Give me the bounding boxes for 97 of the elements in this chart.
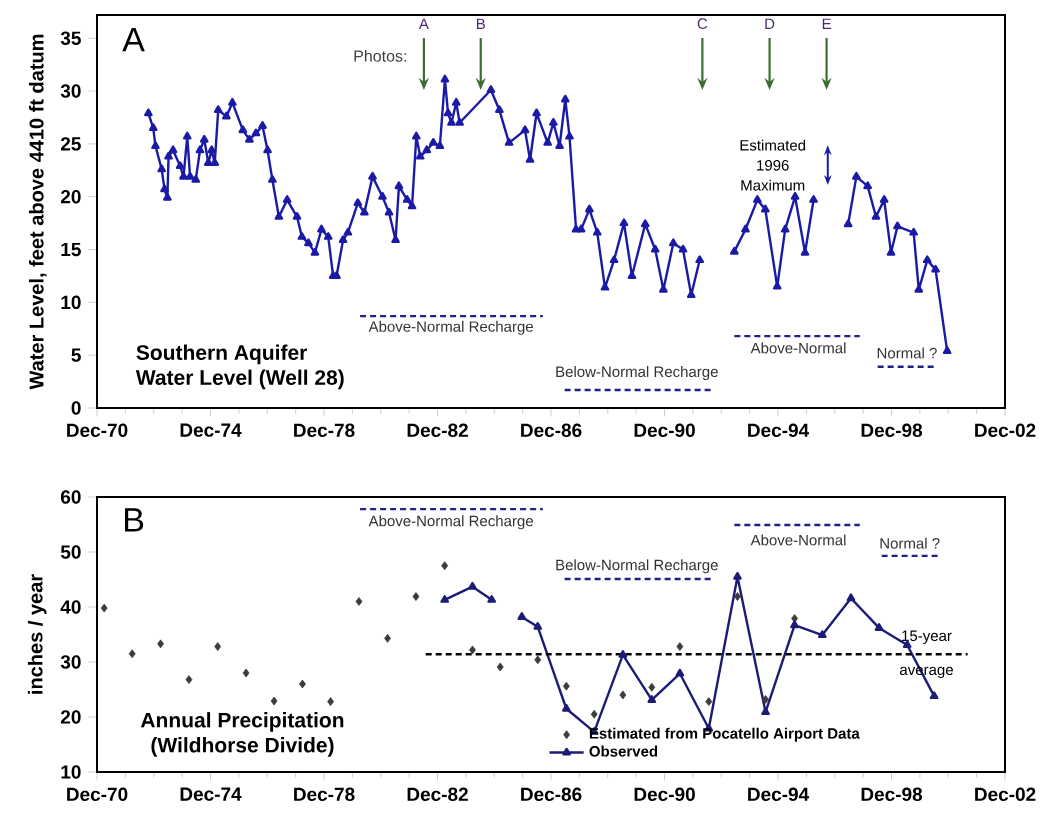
annotation: Normal ? <box>880 537 940 549</box>
point <box>412 592 420 601</box>
x-tick-label: Dec-98 <box>861 423 923 438</box>
point <box>384 633 391 643</box>
annotation: Normal ? <box>877 347 937 359</box>
point <box>100 603 108 613</box>
legend-label: Estimated from Pocatello Airport Data <box>589 727 860 742</box>
annotation: A <box>418 18 429 29</box>
annotation: Above-Normal Recharge <box>368 515 533 530</box>
x-tick-label: Dec-70 <box>67 423 128 438</box>
point <box>270 696 278 706</box>
annotation: Photos: <box>354 49 406 62</box>
y-tick-label: 35 <box>60 31 81 45</box>
point <box>487 595 497 603</box>
y-tick-label: 10 <box>61 765 81 779</box>
x-tick-label: Dec-78 <box>294 787 355 802</box>
point <box>647 695 657 703</box>
point <box>440 595 449 603</box>
text: Annual Precipitation <box>140 712 344 732</box>
point <box>299 679 306 689</box>
annotation: B <box>125 508 144 532</box>
point <box>533 622 543 630</box>
annotation: Above-Normal <box>750 342 846 354</box>
y-tick-label: 20 <box>60 710 81 724</box>
y-tick-label: 25 <box>60 137 81 151</box>
point <box>441 561 449 571</box>
y-tick-label: 30 <box>60 84 81 98</box>
point <box>469 645 476 655</box>
y-tick-label: 20 <box>60 189 81 204</box>
annotation: Above-Normal <box>750 534 846 546</box>
point <box>496 662 504 672</box>
x-tick-label: Dec-90 <box>634 423 695 438</box>
x-tick-label: Dec-94 <box>748 423 810 438</box>
point <box>734 592 741 601</box>
point <box>618 650 628 658</box>
x-tick-label: Dec-02 <box>975 423 1036 438</box>
point <box>761 707 770 716</box>
x-tick-label: Dec-70 <box>67 787 128 802</box>
y-tick-label: 60 <box>60 490 81 504</box>
x-tick-label: Dec-94 <box>748 787 810 802</box>
point <box>874 623 884 631</box>
point <box>675 668 685 677</box>
point <box>355 597 363 606</box>
annotation: D <box>765 18 775 29</box>
y-axis-title: Water Level, feet above 4410 ft datum <box>28 34 47 390</box>
point <box>534 655 542 665</box>
x-tick-label: Dec-86 <box>521 423 582 438</box>
text: Water Level (Well 28) <box>135 369 344 390</box>
y-tick-label: 30 <box>60 655 81 669</box>
point <box>733 571 742 580</box>
annotation: C <box>697 18 708 29</box>
point <box>846 593 856 602</box>
y-tick-label: 50 <box>60 545 81 559</box>
x-tick-label: Dec-74 <box>180 423 242 437</box>
point <box>790 620 799 629</box>
y-tick-label: 0 <box>71 401 81 415</box>
x-tick-label: Dec-98 <box>861 787 923 802</box>
point <box>128 649 136 659</box>
point <box>242 668 250 678</box>
point <box>185 675 193 684</box>
y-tick-label: 10 <box>61 295 81 310</box>
point <box>705 697 713 706</box>
point <box>517 612 527 620</box>
point <box>817 630 827 639</box>
point <box>327 697 334 706</box>
point <box>676 642 684 651</box>
point <box>929 691 939 700</box>
point <box>157 639 164 649</box>
annotation: Below-Normal Recharge <box>556 366 718 380</box>
x-tick-label: Dec-90 <box>634 787 695 802</box>
legend-label: Observed <box>589 745 658 757</box>
point <box>762 695 769 704</box>
text: (Wildhorse Divide) <box>151 737 334 757</box>
point <box>590 709 598 719</box>
x-tick-label: Dec-78 <box>294 423 355 438</box>
annotation: B <box>476 18 485 29</box>
point <box>214 642 222 651</box>
y-tick-label: 40 <box>60 600 81 614</box>
point <box>619 690 627 700</box>
point <box>468 581 477 590</box>
x-tick-label: Dec-74 <box>180 787 242 801</box>
x-tick-label: Dec-02 <box>975 787 1036 802</box>
x-tick-label: Dec-86 <box>521 787 582 802</box>
point <box>562 703 571 712</box>
annotation: Above-Normal Recharge <box>368 320 533 335</box>
y-tick-label: 15 <box>61 242 81 257</box>
x-tick-label: Dec-82 <box>407 423 468 438</box>
y-axis-title: inches / year <box>27 574 47 694</box>
text: Southern Aquifer <box>136 344 308 365</box>
x-tick-label: Dec-82 <box>407 787 468 802</box>
y-tick-label: 5 <box>71 348 81 362</box>
point <box>648 682 656 692</box>
annotation: Below-Normal Recharge <box>556 559 718 574</box>
annotation: A <box>122 27 145 52</box>
annotation: Estimated 1996 Maximum <box>740 139 806 191</box>
annotation: E <box>822 18 831 29</box>
point <box>562 681 570 691</box>
